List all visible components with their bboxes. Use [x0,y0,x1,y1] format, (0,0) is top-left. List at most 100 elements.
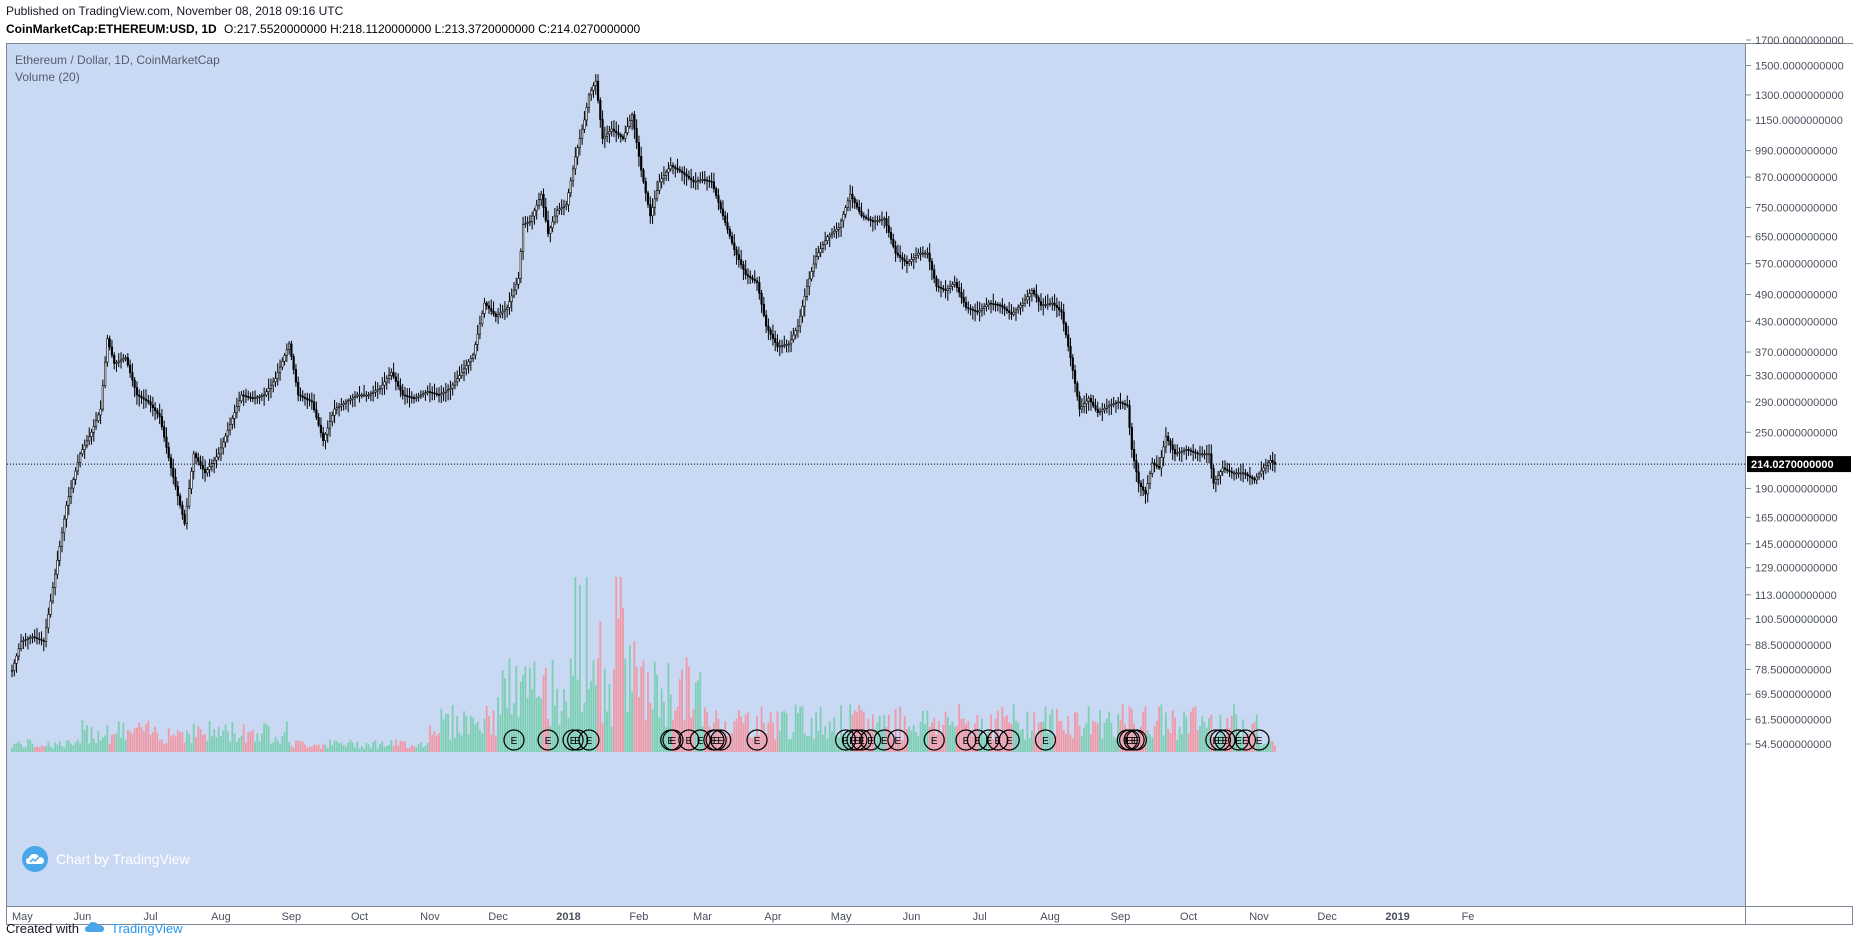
volume-bar [590,680,593,752]
volume-bar [1065,733,1067,752]
earnings-e-icon[interactable]: E [923,729,945,751]
candle-body [183,514,186,524]
candle-body [51,587,54,602]
candle-body [753,279,756,282]
candle-body [1223,467,1227,470]
volume-bar [401,741,404,752]
earnings-e-icon[interactable]: E [1234,729,1256,751]
earnings-e-icon[interactable]: E [841,729,864,751]
candle-body [780,345,784,347]
candle-body [1071,357,1074,371]
price-tick-label: 290.0000000000 [1755,397,1838,409]
earnings-e-icon[interactable]: E [887,729,909,751]
earnings-e-icon[interactable]: E [578,729,600,751]
candle-body [851,193,854,199]
candle-body [501,310,504,314]
volume-bar [965,724,967,752]
earnings-e-icon[interactable]: E [678,729,700,751]
earnings-e-icon[interactable]: E [1205,729,1227,751]
svg-text:E: E [754,736,761,747]
svg-text:E: E [570,736,577,747]
earnings-e-icon[interactable]: E [850,729,873,751]
earnings-e-icon[interactable]: E [710,729,732,751]
footer: Created with TradingView [6,921,183,936]
chart-pane[interactable] [6,43,1746,907]
earnings-e-icon[interactable]: E [1125,729,1147,751]
candle-body [1017,307,1020,311]
svg-text:E: E [1213,736,1220,747]
earnings-e-icon[interactable]: E [537,729,559,751]
volume-bar [1080,735,1083,752]
candle-body [696,180,700,182]
volume-bar [274,736,277,752]
candle-body [971,308,974,311]
earnings-e-icon[interactable]: E [846,729,868,751]
volume-bar [638,697,640,752]
candle-body [465,365,468,370]
candle-body [85,440,89,446]
price-tick-label: 650.0000000000 [1755,232,1838,244]
earnings-e-icon[interactable]: E [873,729,895,751]
volume-bar [1110,722,1113,752]
candle-body [242,394,245,397]
earnings-e-icon[interactable]: E [1118,729,1141,751]
earnings-e-icon[interactable]: E [705,729,727,751]
earnings-e-icon[interactable]: E [503,729,525,751]
candle-body [1014,309,1018,313]
price-layer [10,74,1277,678]
earnings-e-icon[interactable]: E [987,729,1009,751]
time-scale[interactable] [6,907,1746,925]
candle-body [519,251,522,279]
candle-body [803,296,806,307]
earnings-e-icon[interactable]: E [1209,729,1232,751]
volume-bar [272,742,275,752]
volume-bar [1076,712,1079,752]
earnings-e-icon[interactable]: E [662,729,684,751]
earnings-e-icon[interactable]: E [1034,729,1057,751]
candle-body [310,400,313,403]
candle-body [935,277,938,287]
earnings-e-icon[interactable]: E [860,729,882,751]
volume-bar [515,665,518,752]
earnings-e-icon[interactable]: E [1248,729,1270,751]
candle-body [487,305,491,309]
volume-bar [222,730,225,752]
earnings-e-icon[interactable]: E [835,729,857,751]
earnings-e-icon[interactable]: E [955,729,977,751]
candle-body [140,396,143,399]
candle-body [1214,479,1217,484]
volume-bar [45,746,47,752]
volume-bar [440,708,443,752]
volume-bar [165,743,168,752]
price-tick-label: 990.0000000000 [1755,146,1838,158]
earnings-e-icon[interactable]: E [746,729,768,751]
candle-body [231,418,234,425]
candle-body [447,389,450,392]
candle-body [794,330,797,336]
tradingview-watermark[interactable]: Chart by TradingView [22,846,190,872]
volume-bar [276,740,279,752]
volume-bar [251,729,254,752]
volume-bar [383,746,386,752]
volume-bar [1255,714,1258,752]
candle-body [1217,475,1220,480]
price-axis-labels: 1700.0000000000 1500.0000000000 1300.00000… [1746,35,1844,751]
volume-bar [1012,704,1015,752]
volume-bar [15,743,18,752]
volume-bar [13,743,16,752]
symbol-label: CoinMarketCap:ETHEREUM:USD, 1D [6,22,217,36]
earnings-e-icon[interactable]: E [562,729,584,751]
candle-body [783,344,786,347]
earnings-e-icon[interactable]: E [998,729,1020,751]
volume-bar [826,738,829,752]
earnings-e-icon[interactable]: E [566,729,589,751]
footer-brand-link[interactable]: TradingView [110,921,183,936]
price-scale[interactable] [1746,43,1853,907]
candle-body [265,391,268,396]
volume-bar [910,730,913,752]
candle-body [269,384,273,389]
candle-body [685,174,688,177]
volume-bar [597,658,599,752]
candle-body [192,453,195,472]
